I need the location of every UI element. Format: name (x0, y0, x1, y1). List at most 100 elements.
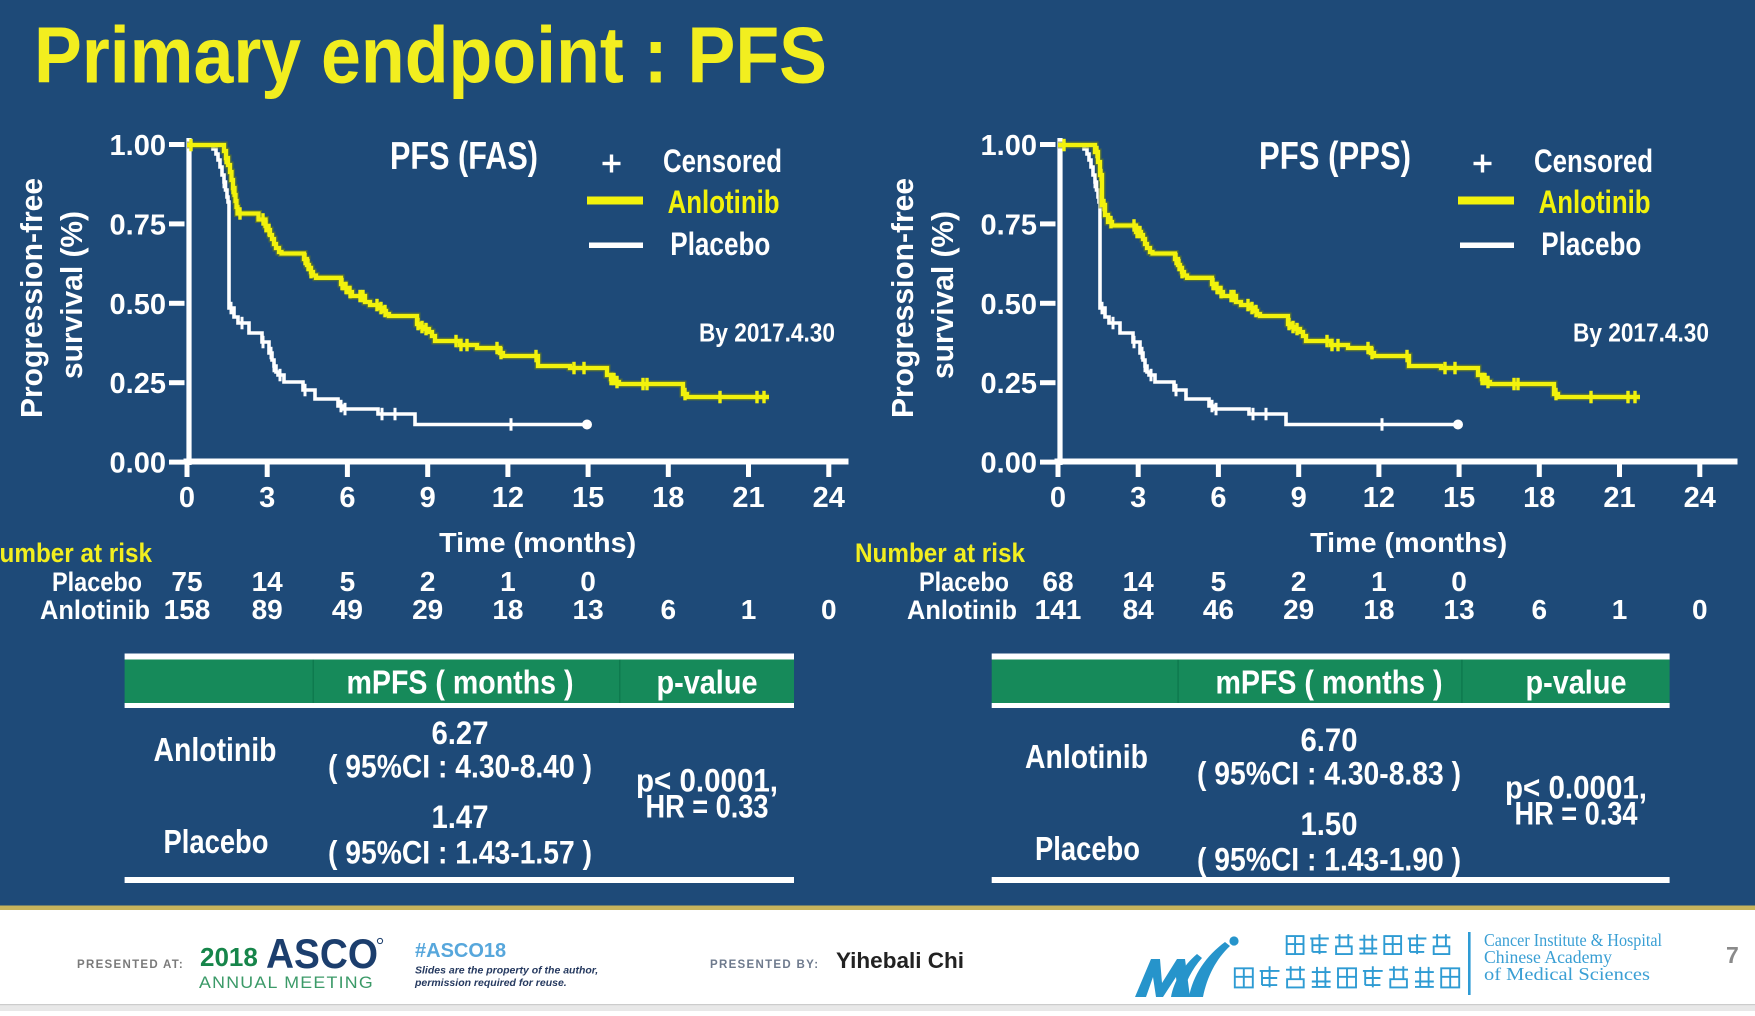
svg-text:2018: 2018 (200, 942, 258, 972)
svg-text:6: 6 (1210, 482, 1226, 514)
svg-text:0.00: 0.00 (981, 448, 1037, 480)
svg-text:15: 15 (572, 482, 604, 514)
svg-text:29: 29 (1283, 594, 1314, 625)
svg-text:#ASCO18: #ASCO18 (415, 940, 506, 962)
svg-text:6: 6 (1532, 594, 1548, 625)
svg-text:0.50: 0.50 (110, 289, 166, 321)
svg-text:0.25: 0.25 (110, 368, 166, 400)
svg-text:Anlotinib: Anlotinib (668, 184, 780, 220)
svg-text:1.50: 1.50 (1301, 806, 1358, 842)
svg-text:PRESENTED AT:: PRESENTED AT: (77, 959, 184, 971)
svg-text:Yihebali Chi: Yihebali Chi (836, 948, 964, 973)
svg-text:0: 0 (1692, 594, 1708, 625)
svg-text:Slides are the property of the: Slides are the property of the author, (415, 965, 598, 977)
svg-text:1.47: 1.47 (432, 799, 489, 835)
svg-text:18: 18 (1523, 482, 1555, 514)
svg-text:24: 24 (1684, 482, 1716, 514)
svg-text:HR = 0.33: HR = 0.33 (646, 789, 769, 825)
svg-text:( 95%CI : 4.30-8.40 ): ( 95%CI : 4.30-8.40 ) (328, 749, 592, 785)
svg-text:p-value: p-value (657, 664, 758, 701)
svg-text:HR = 0.34: HR = 0.34 (1515, 796, 1638, 832)
svg-text:46: 46 (1203, 594, 1234, 625)
svg-text:Placebo: Placebo (919, 567, 1009, 597)
svg-text:Placebo: Placebo (1035, 830, 1140, 867)
svg-text:Placebo: Placebo (164, 823, 269, 860)
svg-text:PRESENTED BY:: PRESENTED BY: (710, 959, 819, 971)
svg-text:5: 5 (340, 566, 356, 597)
svg-text:Placebo: Placebo (1541, 226, 1641, 262)
svg-text:Cancer Institute & Hospital: Cancer Institute & Hospital (1484, 930, 1662, 950)
svg-text:0: 0 (179, 482, 195, 514)
svg-text:Chinese Academy: Chinese Academy (1484, 947, 1612, 967)
svg-text:1: 1 (1612, 594, 1628, 625)
svg-text:3: 3 (1130, 482, 1146, 514)
svg-text:12: 12 (492, 482, 524, 514)
svg-text:21: 21 (732, 482, 764, 514)
svg-text:0: 0 (1451, 566, 1467, 597)
svg-text:mPFS ( months ): mPFS ( months ) (1216, 664, 1443, 701)
svg-text:14: 14 (252, 566, 284, 597)
svg-text:survival (%): survival (%) (925, 211, 960, 379)
svg-text:p< 0.0001,: p< 0.0001, (1505, 770, 1647, 806)
svg-text:Anlotinib: Anlotinib (154, 731, 277, 768)
svg-text:6.27: 6.27 (432, 715, 489, 751)
svg-text:p< 0.0001,: p< 0.0001, (636, 763, 778, 799)
svg-text:3: 3 (259, 482, 275, 514)
svg-text:Censored: Censored (1534, 143, 1653, 179)
svg-text:By 2017.4.30: By 2017.4.30 (1573, 318, 1709, 348)
svg-text:0.00: 0.00 (110, 448, 166, 480)
svg-text:( 95%CI : 4.30-8.83 ): ( 95%CI : 4.30-8.83 ) (1197, 756, 1461, 792)
svg-text:2: 2 (1291, 566, 1307, 597)
svg-text:0: 0 (821, 594, 837, 625)
svg-text:18: 18 (652, 482, 684, 514)
svg-text:13: 13 (1444, 594, 1475, 625)
svg-text:Progression-free: Progression-free (14, 178, 49, 418)
svg-text:49: 49 (332, 594, 363, 625)
svg-text:Anlotinib: Anlotinib (40, 595, 150, 625)
svg-text:Anlotinib: Anlotinib (1539, 184, 1651, 220)
svg-text:18: 18 (492, 594, 523, 625)
svg-text:By 2017.4.30: By 2017.4.30 (699, 318, 835, 348)
svg-text:89: 89 (252, 594, 283, 625)
svg-text:Placebo: Placebo (52, 567, 142, 597)
svg-text:mPFS ( months ): mPFS ( months ) (347, 664, 574, 701)
svg-text:21: 21 (1603, 482, 1635, 514)
svg-text:Progression-free: Progression-free (885, 178, 920, 418)
svg-text:Time (months): Time (months) (1310, 527, 1507, 558)
svg-text:0.75: 0.75 (110, 209, 166, 241)
svg-text:PFS (FAS): PFS (FAS) (390, 135, 538, 178)
svg-text:15: 15 (1443, 482, 1475, 514)
svg-text:1.00: 1.00 (981, 130, 1037, 162)
svg-text:2: 2 (420, 566, 436, 597)
svg-text:Number at risk: Number at risk (0, 538, 152, 568)
svg-text:1: 1 (1371, 566, 1387, 597)
svg-text:Anlotinib: Anlotinib (907, 595, 1017, 625)
svg-text:ASCO: ASCO (266, 930, 378, 977)
svg-text:permission required for reuse.: permission required for reuse. (414, 977, 567, 989)
svg-text:ANNUAL MEETING: ANNUAL MEETING (199, 973, 374, 992)
svg-text:0.50: 0.50 (981, 289, 1037, 321)
svg-text:29: 29 (412, 594, 443, 625)
svg-text:18: 18 (1363, 594, 1394, 625)
svg-text:0: 0 (1050, 482, 1066, 514)
svg-text:Placebo: Placebo (670, 226, 770, 262)
svg-text:158: 158 (164, 594, 211, 625)
svg-text:6: 6 (339, 482, 355, 514)
svg-text:0.25: 0.25 (981, 368, 1037, 400)
svg-text:of Medical Sciences: of Medical Sciences (1484, 964, 1650, 984)
svg-text:12: 12 (1363, 482, 1395, 514)
svg-text:84: 84 (1123, 594, 1155, 625)
svg-text:survival (%): survival (%) (54, 211, 89, 379)
svg-text:Primary endpoint : PFS: Primary endpoint : PFS (34, 11, 827, 100)
svg-text:1: 1 (741, 594, 757, 625)
svg-text:14: 14 (1123, 566, 1155, 597)
svg-text:75: 75 (171, 566, 202, 597)
svg-text:0: 0 (580, 566, 596, 597)
svg-text:5: 5 (1211, 566, 1227, 597)
svg-text:68: 68 (1042, 566, 1073, 597)
svg-text:9: 9 (1291, 482, 1307, 514)
svg-text:Number at risk: Number at risk (855, 538, 1025, 568)
svg-text:( 95%CI : 1.43-1.90 ): ( 95%CI : 1.43-1.90 ) (1197, 842, 1461, 878)
svg-text:( 95%CI : 1.43-1.57 ): ( 95%CI : 1.43-1.57 ) (328, 835, 592, 871)
svg-text:Time (months): Time (months) (439, 527, 636, 558)
